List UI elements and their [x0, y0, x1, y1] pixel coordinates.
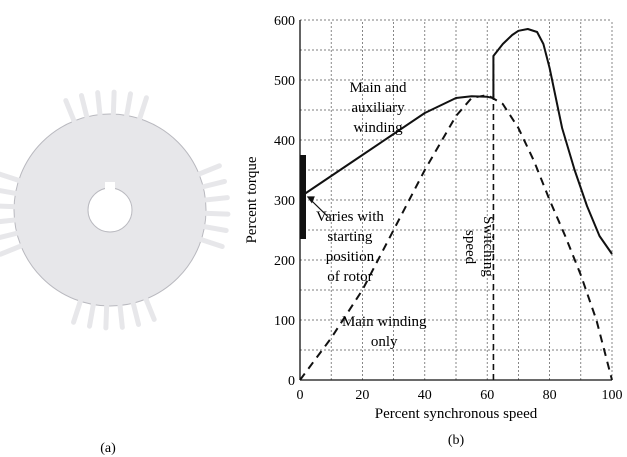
rotor-tooth [123, 91, 133, 120]
y-tick-label: 600 [274, 14, 295, 29]
annotation-switching: Switching [480, 216, 496, 277]
y-tick-label: 200 [274, 254, 295, 269]
y-tick-label: 0 [288, 374, 295, 389]
main-and-auxiliary-winding-curve [299, 28, 613, 255]
y-axis-label: Percent torque [244, 156, 260, 243]
rotor-tooth [0, 230, 22, 241]
x-tick-label: 80 [543, 388, 557, 403]
annotation-main-and-auxiliary: Main and auxiliary winding [349, 80, 407, 136]
x-tick-label: 0 [297, 388, 304, 403]
rotor-tooth [0, 188, 20, 197]
rotor-tooth [200, 223, 229, 233]
chart-ticks: 0 20 40 60 80 100 0 100 200 300 400 500 600 [274, 14, 623, 403]
rotor-tooth [194, 163, 222, 178]
rotor-tooth [136, 95, 149, 124]
y-tick-label: 500 [274, 74, 295, 89]
annotation-main-winding-only: Main winding only [342, 314, 427, 350]
rotor-tooth [198, 178, 227, 190]
starting-torque-range-bar [300, 155, 306, 239]
rotor-shaft-hole [87, 187, 133, 233]
y-tick-label: 300 [274, 194, 295, 209]
x-tick-label: 20 [355, 388, 369, 403]
rotor-tooth [200, 195, 230, 203]
rotor-tooth [71, 296, 84, 325]
x-tick-label: 100 [602, 388, 623, 403]
annotation-arrowhead [306, 196, 315, 204]
rotor-lamination-drawing [0, 89, 231, 331]
y-tick-label: 100 [274, 314, 295, 329]
rotor-tooth [0, 171, 24, 184]
rotor-tooth [0, 203, 19, 210]
rotor-tooth [117, 300, 125, 330]
chart-annotations: Main and auxiliary winding Main winding only… [306, 80, 496, 350]
x-tick-label: 40 [418, 388, 432, 403]
rotor-tooth [142, 294, 157, 322]
chart-axes [299, 20, 612, 381]
chart-series [299, 28, 613, 381]
chart-grid [299, 19, 613, 381]
rotor-tooth [110, 89, 117, 119]
rotor-tooth [130, 298, 142, 327]
rotor-tooth [95, 90, 103, 120]
rotor-tooth [0, 242, 26, 257]
caption-b: (b) [448, 433, 465, 448]
x-axis-label: Percent synchronous speed [375, 406, 538, 422]
caption-a: (a) [100, 441, 116, 456]
rotor-tooth [63, 98, 78, 126]
x-tick-label: 60 [480, 388, 494, 403]
main-winding-only-curve [299, 94, 613, 381]
annotation-speed: speed [462, 230, 478, 265]
rotor-keyway [105, 182, 115, 192]
rotor-tooth [201, 210, 231, 217]
rotor-tooth [87, 300, 97, 329]
rotor-tooth [103, 301, 110, 331]
y-tick-label: 400 [274, 134, 295, 149]
rotor-tooth [78, 93, 90, 122]
rotor-tooth [0, 217, 20, 225]
torque-speed-chart: 0 20 40 60 80 100 0 100 200 300 400 500 600 Main and… [274, 14, 623, 403]
rotor-tooth [196, 236, 225, 249]
annotation-varies-with-starting-position: Varies with starting position of rotor [316, 209, 384, 285]
